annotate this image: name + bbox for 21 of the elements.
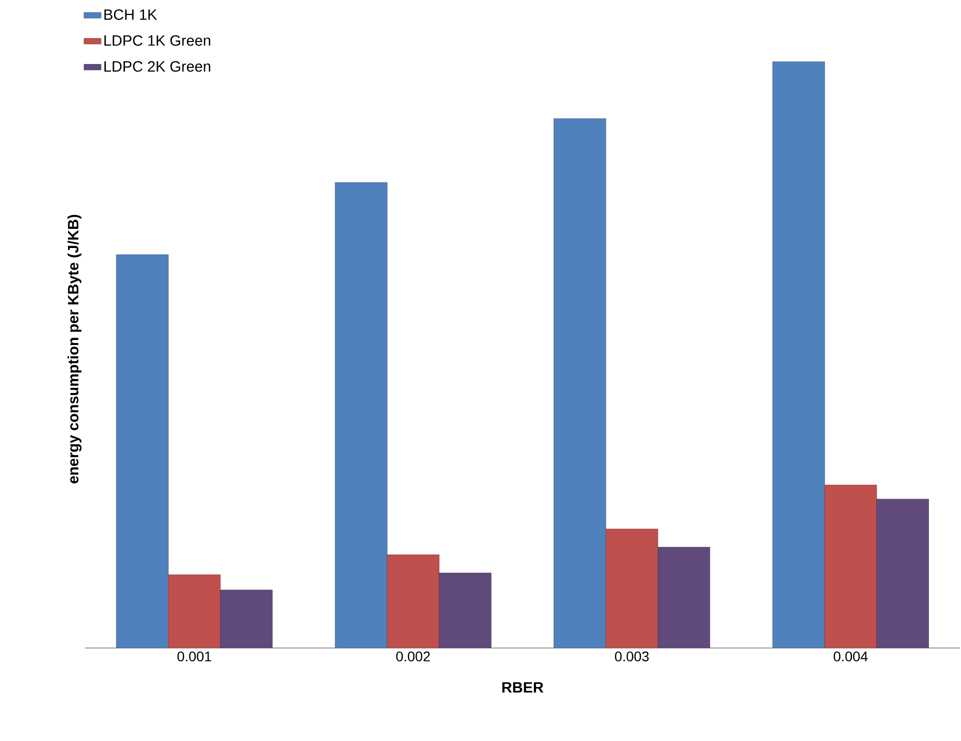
bar <box>876 498 929 648</box>
legend-label: LDPC 2K Green <box>104 61 210 72</box>
x-tick-label: 0.004 <box>834 652 868 662</box>
bar <box>658 546 710 648</box>
y-axis-title: energy consumption per KByte (J/KB) <box>67 214 82 484</box>
x-tick-label: 0.002 <box>396 652 430 662</box>
x-tick-label: 0.001 <box>177 652 212 662</box>
bar <box>772 62 825 648</box>
bar <box>168 574 221 648</box>
bar <box>606 528 658 648</box>
legend-label: BCH 1K <box>104 9 157 20</box>
legend-label: LDPC 1K Green <box>104 35 210 46</box>
bar <box>824 484 877 648</box>
bar <box>220 590 273 648</box>
bar <box>386 554 440 648</box>
x-axis-title: RBER <box>502 682 544 693</box>
bar <box>554 118 606 648</box>
bar <box>438 572 492 648</box>
x-tick-label: 0.003 <box>614 652 649 662</box>
bar <box>116 254 169 648</box>
bar <box>334 182 388 648</box>
